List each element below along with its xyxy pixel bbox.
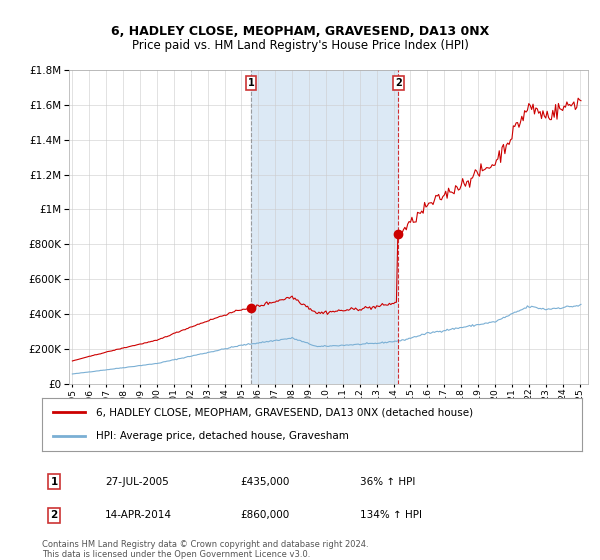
Text: 2: 2 [395, 78, 402, 88]
Text: 27-JUL-2005: 27-JUL-2005 [105, 477, 169, 487]
Text: This data is licensed under the Open Government Licence v3.0.: This data is licensed under the Open Gov… [42, 550, 310, 559]
Text: 1: 1 [50, 477, 58, 487]
Text: 2: 2 [50, 510, 58, 520]
Text: 134% ↑ HPI: 134% ↑ HPI [360, 510, 422, 520]
Text: 1: 1 [248, 78, 254, 88]
Bar [251, 70, 398, 384]
Text: Contains HM Land Registry data © Crown copyright and database right 2024.: Contains HM Land Registry data © Crown c… [42, 540, 368, 549]
Text: Price paid vs. HM Land Registry's House Price Index (HPI): Price paid vs. HM Land Registry's House … [131, 39, 469, 52]
Text: £860,000: £860,000 [240, 510, 289, 520]
Text: 6, HADLEY CLOSE, MEOPHAM, GRAVESEND, DA13 0NX: 6, HADLEY CLOSE, MEOPHAM, GRAVESEND, DA1… [111, 25, 489, 38]
Text: HPI: Average price, detached house, Gravesham: HPI: Average price, detached house, Grav… [96, 431, 349, 441]
Text: 14-APR-2014: 14-APR-2014 [105, 510, 172, 520]
Text: 6, HADLEY CLOSE, MEOPHAM, GRAVESEND, DA13 0NX (detached house): 6, HADLEY CLOSE, MEOPHAM, GRAVESEND, DA1… [96, 408, 473, 418]
Text: £435,000: £435,000 [240, 477, 289, 487]
Text: 36% ↑ HPI: 36% ↑ HPI [360, 477, 415, 487]
